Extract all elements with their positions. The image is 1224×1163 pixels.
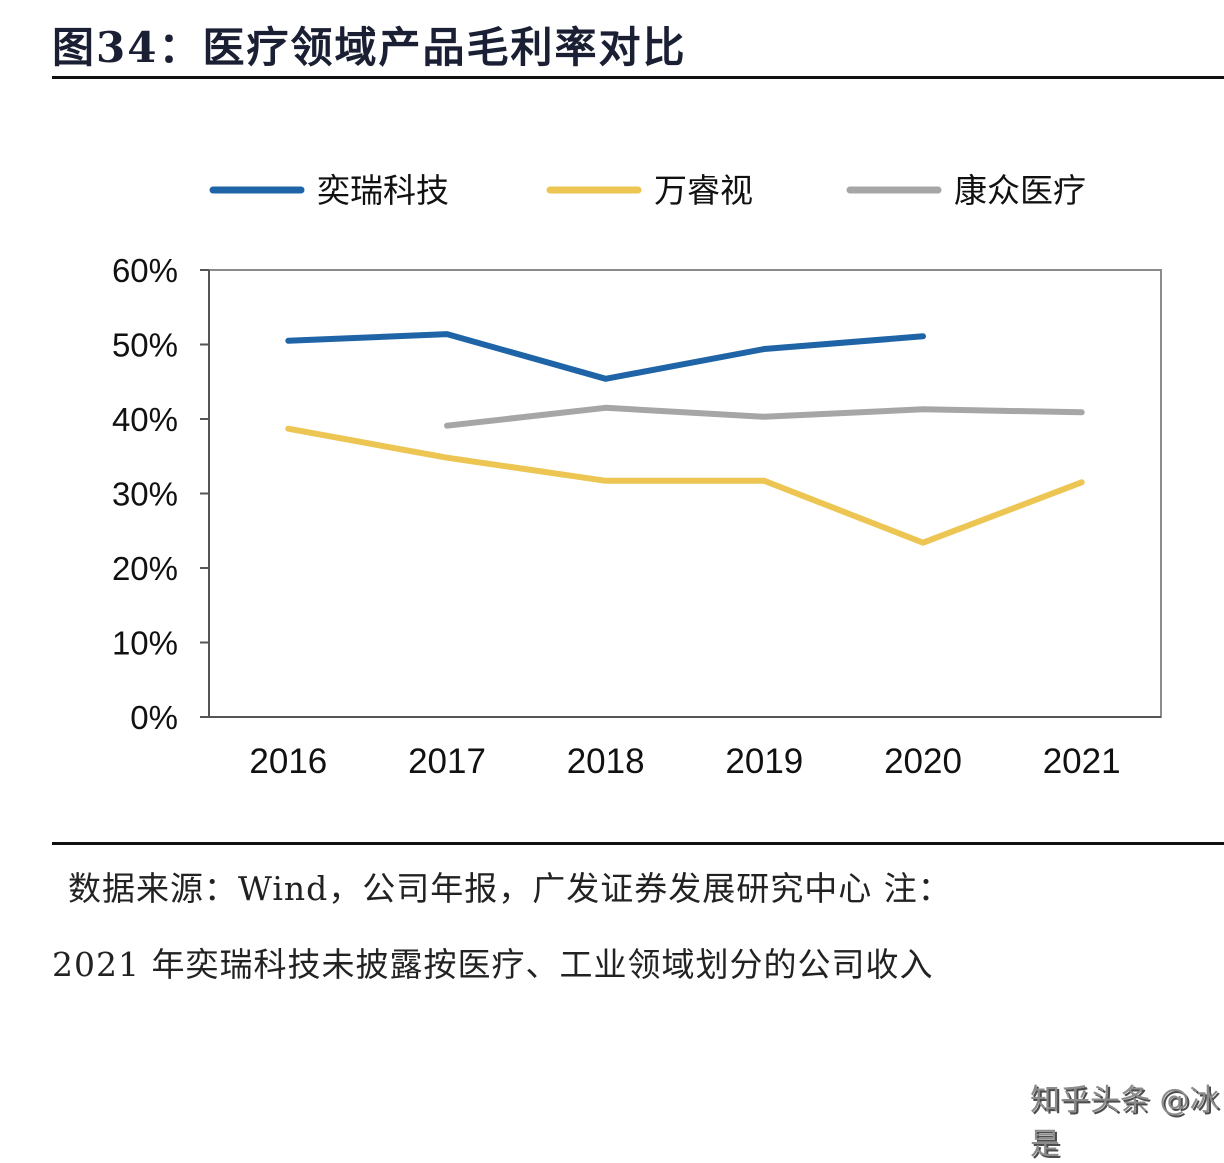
legend-label: 万睿视 xyxy=(654,171,753,210)
legend: 奕瑞科技 万睿视 康众医疗 xyxy=(213,171,1086,210)
series-line xyxy=(288,334,923,379)
series-2 xyxy=(288,429,1082,543)
x-tick-label: 2019 xyxy=(725,742,803,781)
y-tick-label: 0% xyxy=(130,699,178,736)
y-tick-label: 20% xyxy=(112,550,178,587)
series-line xyxy=(288,429,1081,543)
legend-label: 康众医疗 xyxy=(954,171,1086,210)
source-text: 数据来源：Wind，公司年报，广发证券发展研究中心 注： xyxy=(68,862,952,910)
x-tick-label: 2016 xyxy=(249,742,327,781)
x-tick-label: 2017 xyxy=(408,742,486,781)
legend-label: 奕瑞科技 xyxy=(317,171,449,210)
series-1 xyxy=(288,334,923,379)
y-tick-label: 10% xyxy=(112,625,178,662)
y-tick-label: 40% xyxy=(112,401,178,438)
footer-divider xyxy=(52,842,1224,845)
series-3 xyxy=(447,408,1082,426)
note-text: 2021 年奕瑞科技未披露按医疗、工业领域划分的公司收入 xyxy=(52,938,933,986)
x-ticks: 2016 2017 2018 2019 2020 2021 xyxy=(249,742,1120,781)
watermark: 知乎头条 @冰是 xyxy=(1030,1075,1224,1163)
y-tick-label: 30% xyxy=(112,476,178,513)
x-tick-label: 2021 xyxy=(1043,742,1121,781)
series-lines xyxy=(288,334,1082,543)
y-tick-label: 50% xyxy=(112,327,178,364)
y-tick-label: 60% xyxy=(112,252,178,289)
y-ticks: 0% 10% 20% 30% 40% 50% 60% xyxy=(112,252,209,736)
x-tick-label: 2018 xyxy=(567,742,645,781)
x-tick-label: 2020 xyxy=(884,742,962,781)
